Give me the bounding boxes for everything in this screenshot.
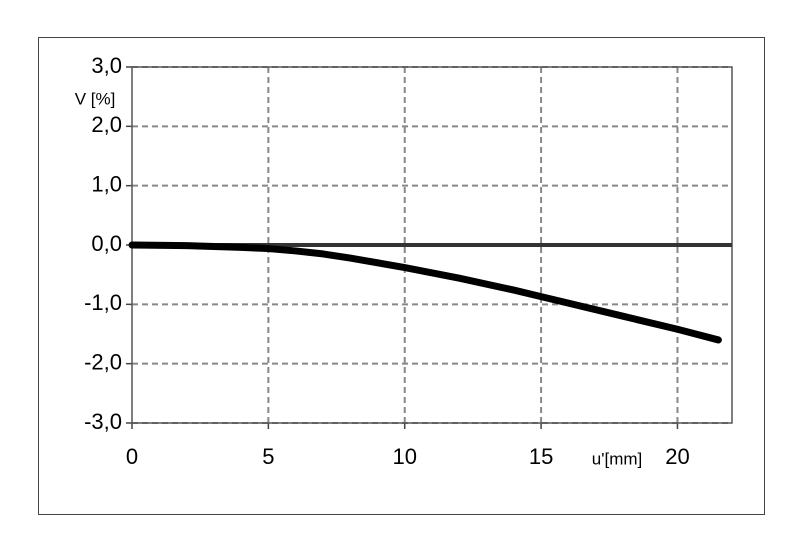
y-tick-label: 0,0: [91, 231, 122, 256]
x-tick-label: 15: [529, 444, 553, 469]
x-axis-label: u'[mm]: [592, 449, 642, 468]
y-tick-label: 3,0: [91, 53, 122, 78]
y-tick-label: 1,0: [91, 171, 122, 196]
chart-frame: [38, 37, 765, 515]
y-axis-label: V [%]: [75, 89, 116, 108]
y-tick-label: -1,0: [84, 290, 122, 315]
x-tick-label: 5: [262, 444, 274, 469]
y-tick-label: -3,0: [84, 409, 122, 434]
y-tick-label: 2,0: [91, 112, 122, 137]
x-tick-label: 20: [665, 444, 689, 469]
y-tick-label: -2,0: [84, 349, 122, 374]
x-tick-label: 0: [126, 444, 138, 469]
x-tick-label: 10: [392, 444, 416, 469]
data-line: [128, 241, 722, 344]
